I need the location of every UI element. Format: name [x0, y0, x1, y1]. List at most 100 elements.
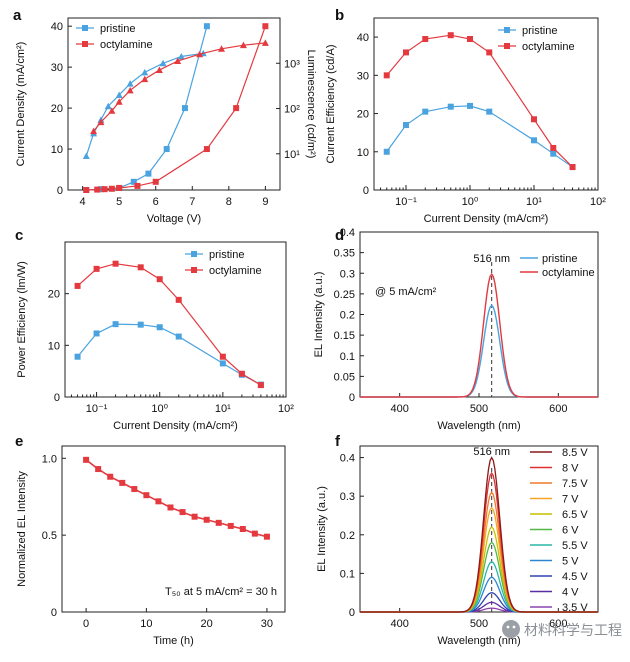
plot-frame — [61, 445, 286, 613]
legend-label: 5 V — [562, 556, 579, 568]
y-axis-label: Current Efficiency (cd/A) — [325, 44, 337, 163]
panel-a: a 4 5 6 7 8 9 0 10 20 30 40 10¹ 10² 10³ Voltage (V) Curr… — [13, 7, 317, 225]
watermark: 材料科学与工程 — [498, 618, 628, 640]
y-tick-label: 0.35 — [334, 248, 355, 260]
legend-label: octylamine — [100, 39, 153, 51]
legend-label: pristine — [542, 253, 577, 265]
x-tick-label: 10² — [278, 403, 294, 415]
data-point-octylamine — [112, 260, 119, 267]
data-point-pristine — [486, 108, 493, 115]
data-point-octylamine — [257, 382, 264, 389]
data-point-pristine — [104, 102, 112, 110]
data-point-pristine — [175, 333, 182, 340]
data-point-octylamine — [203, 516, 210, 523]
data-point-octylamine — [155, 498, 162, 505]
y-tick-label: 0.25 — [334, 289, 355, 301]
data-point-pristine — [467, 102, 473, 109]
y-tick-label: 30 — [357, 70, 369, 82]
legend-label: pristine — [522, 25, 557, 37]
data-point-octylamine — [101, 186, 108, 193]
peak-label: 516 nm — [473, 253, 510, 265]
legend-label: octylamine — [542, 267, 595, 279]
legend-marker — [191, 267, 197, 273]
data-point-octylamine — [83, 456, 90, 463]
data-point-pristine — [403, 122, 409, 129]
data-point-pristine — [126, 80, 134, 87]
data-point-octylamine — [83, 187, 90, 193]
y-tick-label: 0.3 — [340, 491, 355, 503]
legend-label: 3.5 V — [562, 602, 588, 614]
spectrum-pristine — [360, 304, 598, 398]
legend-label: pristine — [100, 23, 135, 35]
x-tick-label: 10² — [590, 196, 606, 208]
x-axis-label: Current Density (mA/cm²) — [113, 420, 238, 432]
data-point-octylamine — [175, 296, 182, 303]
data-point-pristine — [141, 68, 149, 76]
x-tick-label: 400 — [390, 403, 408, 415]
y-tick-label: 0 — [349, 392, 355, 404]
panel-b: b 10⁻¹ 10⁰ 10¹ 10² 0 10 20 30 40 Current Density (… — [325, 7, 606, 225]
data-point-octylamine — [447, 32, 454, 39]
data-point-octylamine — [107, 473, 114, 480]
data-point-pristine — [447, 103, 454, 110]
data-point-octylamine — [403, 49, 409, 56]
data-point-octylamine — [156, 276, 163, 283]
data-point-octylamine — [119, 479, 126, 486]
legend-marker — [504, 43, 510, 49]
data-point-octylamine — [174, 57, 182, 64]
x-axis-label: Time (h) — [153, 635, 194, 647]
data-point-octylamine — [126, 86, 134, 94]
data-point-pristine — [74, 353, 81, 360]
data-point-pristine — [82, 152, 90, 160]
y-axis-label: EL Intensity (a.u.) — [313, 272, 325, 358]
plot-frame — [67, 17, 281, 191]
data-point-octylamine — [203, 146, 210, 153]
data-point-pristine — [203, 23, 210, 30]
plot-frame — [373, 17, 599, 191]
wechat-icon — [502, 620, 520, 638]
y-tick-label: 0.05 — [334, 371, 355, 383]
y-tick-label: 0 — [51, 607, 57, 619]
x-tick-label: 10⁰ — [462, 196, 479, 208]
data-point-octylamine — [93, 265, 100, 272]
data-point-octylamine — [97, 118, 105, 126]
data-point-octylamine — [155, 66, 163, 74]
y-tick-label: 10 — [357, 147, 369, 159]
data-point-pristine — [137, 321, 144, 328]
y2-tick-label: 10³ — [284, 58, 300, 70]
legend-marker — [82, 41, 88, 47]
data-point-octylamine — [239, 526, 246, 532]
data-point-octylamine — [108, 185, 115, 192]
data-point-octylamine — [238, 370, 245, 377]
x-tick-label: 10 — [140, 618, 152, 630]
data-point-octylamine — [239, 41, 247, 49]
y-axis-label: Power Efficiency (lm/W) — [16, 261, 28, 378]
watermark-text: 材料科学与工程 — [524, 622, 622, 638]
data-point-octylamine — [116, 184, 123, 191]
x-tick-label: 400 — [390, 618, 408, 630]
x-tick-label: 30 — [261, 618, 273, 630]
data-point-pristine — [550, 150, 557, 157]
x-tick-label: 6 — [153, 196, 159, 208]
data-point-pristine — [112, 321, 119, 328]
data-point-pristine — [115, 91, 123, 98]
panel-letter-b: b — [335, 7, 344, 24]
series-line-octylamine — [86, 25, 266, 191]
data-point-octylamine — [550, 144, 557, 151]
legend-label: 6 V — [562, 525, 579, 537]
series-line-octylamine — [77, 263, 262, 386]
y-tick-label: 0 — [363, 185, 369, 197]
data-point-octylamine — [90, 127, 98, 135]
panel-c: c 10⁻¹ 10⁰ 10¹ 10² 0 10 20 Current Density (mA/c… — [15, 227, 294, 432]
data-point-pristine — [130, 178, 137, 185]
x-tick-label: 4 — [80, 196, 86, 208]
data-point-octylamine — [191, 513, 198, 520]
data-point-octylamine — [152, 178, 159, 185]
panel-letter-a: a — [13, 7, 22, 24]
x-tick-label: 0 — [83, 618, 89, 630]
plot-frame — [64, 241, 287, 398]
y-tick-label: 0.2 — [340, 530, 355, 542]
x-axis-label: Wavelength (nm) — [437, 635, 520, 647]
panel-d: d 400 500 600 0 0.05 0.1 0.15 0.2 0.25 0.3 0.35 0.4 W… — [313, 227, 599, 432]
